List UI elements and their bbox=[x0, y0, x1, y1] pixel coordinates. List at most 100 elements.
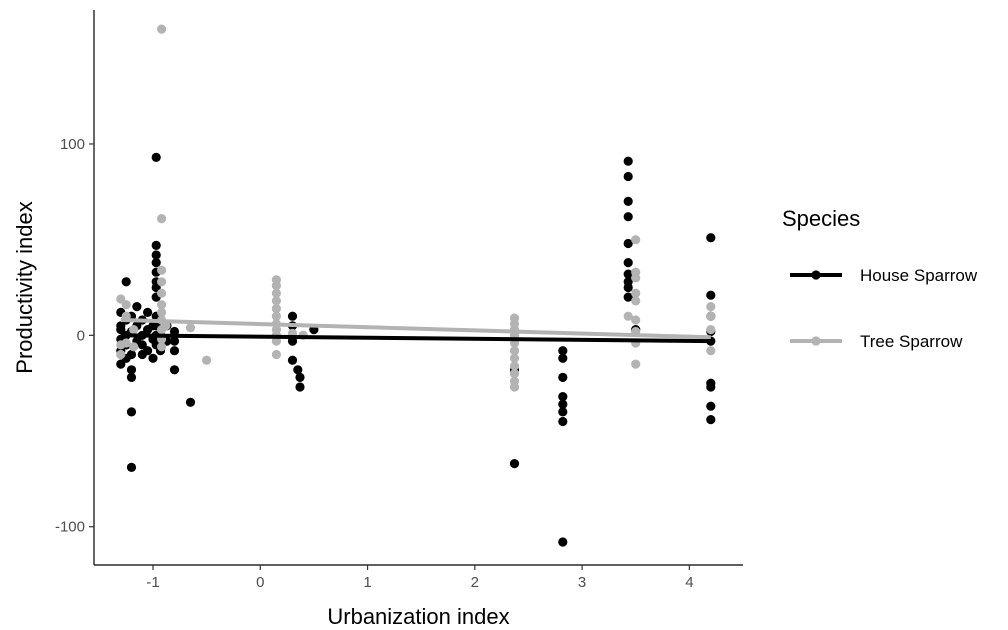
y-axis-title: Productivity index bbox=[12, 201, 37, 373]
point-tree-sparrow bbox=[202, 355, 212, 365]
point-tree-sparrow bbox=[631, 315, 641, 325]
point-house-sparrow bbox=[137, 340, 147, 350]
point-house-sparrow bbox=[287, 311, 298, 321]
axes: -1 0 1 2 3 4 -100 0 100 bbox=[55, 10, 743, 591]
point-house-sparrow bbox=[126, 349, 137, 360]
point-house-sparrow bbox=[623, 196, 633, 206]
point-tree-sparrow bbox=[623, 311, 633, 321]
point-tree-sparrow bbox=[157, 277, 167, 287]
point-tree-sparrow bbox=[129, 325, 139, 335]
point-tree-sparrow bbox=[157, 307, 167, 317]
point-tree-sparrow bbox=[509, 369, 520, 379]
point-tree-sparrow bbox=[631, 273, 641, 283]
y-tick-label: 100 bbox=[60, 136, 85, 153]
point-house-sparrow bbox=[558, 537, 568, 547]
point-house-sparrow bbox=[148, 353, 158, 363]
point-tree-sparrow bbox=[509, 382, 520, 392]
x-tick-label: 4 bbox=[685, 574, 693, 591]
point-house-sparrow bbox=[143, 346, 153, 356]
legend: Species House Sparrow Tree Sparrow bbox=[782, 206, 978, 351]
point-house-sparrow bbox=[287, 355, 298, 365]
x-tick-label: 0 bbox=[256, 574, 264, 591]
point-house-sparrow bbox=[293, 365, 303, 375]
point-tree-sparrow bbox=[631, 235, 641, 245]
point-tree-sparrow bbox=[271, 281, 281, 291]
point-tree-sparrow bbox=[271, 288, 281, 298]
point-house-sparrow bbox=[151, 250, 161, 260]
x-tick-label: -1 bbox=[146, 574, 159, 591]
point-house-sparrow bbox=[143, 307, 153, 317]
point-house-sparrow bbox=[126, 372, 137, 382]
point-house-sparrow bbox=[126, 365, 137, 375]
point-house-sparrow bbox=[185, 397, 196, 407]
point-house-sparrow bbox=[151, 152, 161, 162]
point-tree-sparrow bbox=[509, 346, 520, 356]
legend-key-point bbox=[811, 270, 821, 280]
point-tree-sparrow bbox=[631, 288, 641, 298]
point-tree-sparrow bbox=[509, 353, 520, 363]
point-tree-sparrow bbox=[157, 300, 167, 310]
point-tree-sparrow bbox=[129, 342, 139, 352]
point-tree-sparrow bbox=[157, 265, 167, 275]
points-layer bbox=[116, 24, 716, 547]
x-tick-label: 1 bbox=[363, 574, 371, 591]
point-tree-sparrow bbox=[116, 294, 126, 304]
point-house-sparrow bbox=[509, 459, 520, 469]
x-tick-label: 3 bbox=[578, 574, 586, 591]
point-house-sparrow bbox=[558, 416, 568, 427]
point-tree-sparrow bbox=[157, 288, 167, 298]
point-house-sparrow bbox=[623, 269, 633, 279]
point-house-sparrow bbox=[295, 382, 305, 392]
point-tree-sparrow bbox=[509, 361, 520, 371]
point-house-sparrow bbox=[558, 346, 568, 356]
point-house-sparrow bbox=[126, 407, 137, 417]
point-house-sparrow bbox=[623, 156, 633, 166]
point-house-sparrow bbox=[623, 282, 633, 293]
point-house-sparrow bbox=[623, 171, 633, 182]
legend-label: House Sparrow bbox=[860, 266, 978, 285]
point-tree-sparrow bbox=[157, 214, 167, 224]
point-house-sparrow bbox=[132, 302, 142, 312]
point-tree-sparrow bbox=[157, 342, 167, 352]
point-tree-sparrow bbox=[631, 296, 641, 306]
point-house-sparrow bbox=[151, 258, 161, 268]
point-house-sparrow bbox=[706, 233, 716, 243]
trend-layer bbox=[120, 318, 711, 344]
point-house-sparrow bbox=[623, 212, 633, 222]
point-house-sparrow bbox=[151, 240, 161, 250]
point-tree-sparrow bbox=[271, 304, 281, 314]
trend-line-tree-sparrow bbox=[120, 318, 711, 340]
point-tree-sparrow bbox=[706, 302, 716, 312]
point-house-sparrow bbox=[169, 336, 180, 346]
point-tree-sparrow bbox=[706, 346, 716, 356]
point-tree-sparrow bbox=[706, 325, 716, 335]
trend-line-house-sparrow bbox=[120, 333, 711, 344]
point-house-sparrow bbox=[623, 238, 633, 249]
point-tree-sparrow bbox=[157, 24, 167, 34]
point-house-sparrow bbox=[558, 372, 568, 382]
y-tick-label: 0 bbox=[77, 327, 85, 344]
point-tree-sparrow bbox=[706, 311, 716, 321]
point-tree-sparrow bbox=[271, 296, 281, 306]
x-tick-label: 2 bbox=[471, 574, 479, 591]
point-tree-sparrow bbox=[161, 321, 171, 331]
legend-key-point bbox=[811, 336, 821, 346]
point-house-sparrow bbox=[169, 346, 180, 356]
point-tree-sparrow bbox=[121, 300, 131, 310]
legend-title: Species bbox=[782, 206, 860, 231]
point-house-sparrow bbox=[116, 359, 126, 369]
point-house-sparrow bbox=[121, 277, 131, 287]
point-house-sparrow bbox=[558, 392, 568, 402]
point-tree-sparrow bbox=[631, 359, 641, 369]
point-house-sparrow bbox=[126, 462, 137, 472]
legend-label: Tree Sparrow bbox=[860, 332, 963, 351]
point-house-sparrow bbox=[558, 407, 568, 417]
point-house-sparrow bbox=[558, 353, 568, 363]
point-house-sparrow bbox=[558, 399, 568, 409]
point-tree-sparrow bbox=[185, 323, 196, 333]
point-tree-sparrow bbox=[116, 349, 126, 360]
point-house-sparrow bbox=[706, 290, 716, 300]
point-house-sparrow bbox=[295, 372, 305, 382]
point-house-sparrow bbox=[623, 292, 633, 302]
